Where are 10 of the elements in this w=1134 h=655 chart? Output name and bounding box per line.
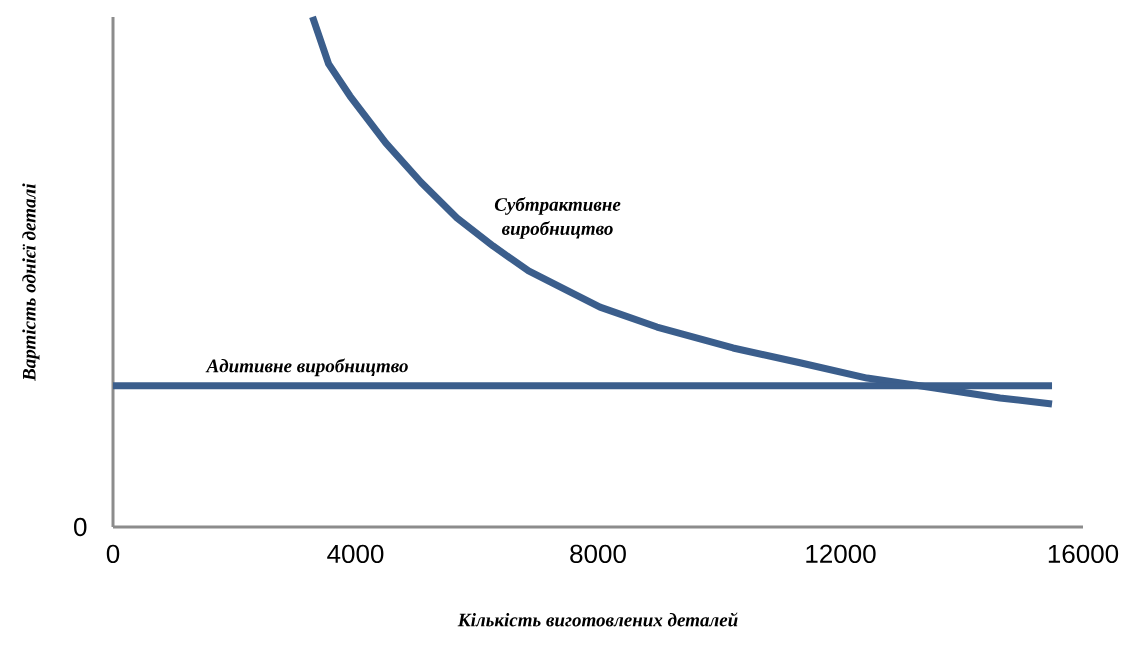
x-tick-label: 4000 [327, 544, 384, 564]
x-tick-label: 16000 [1048, 544, 1119, 564]
series-label: Адитивне виробництво [205, 358, 408, 377]
x-tick-label: 8000 [570, 544, 626, 564]
y-axis-title: Вартість однієї деталі [22, 183, 40, 382]
x-tick-label: 0 [106, 544, 120, 564]
series-label: Субтрактивне виробництво [494, 197, 621, 239]
x-tick-label: 12000 [806, 544, 876, 564]
text: 0 [74, 517, 87, 537]
x-axis-title: Кількість виготовлених деталей [457, 612, 738, 627]
